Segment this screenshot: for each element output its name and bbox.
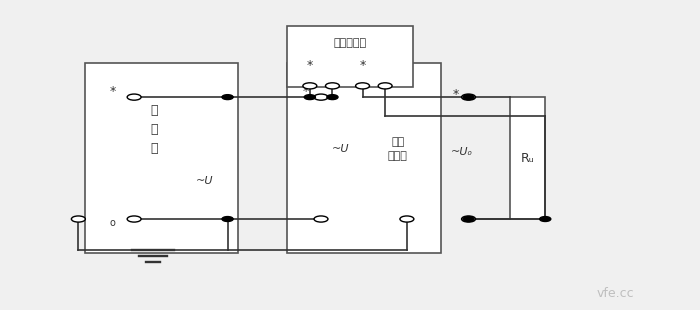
Text: *: * (109, 85, 116, 98)
Circle shape (71, 216, 85, 222)
Text: ~U: ~U (196, 176, 214, 186)
Circle shape (400, 216, 414, 222)
Bar (287, 26, 413, 87)
Text: *: * (453, 87, 459, 100)
Circle shape (540, 217, 551, 221)
Circle shape (127, 216, 141, 222)
Text: ~Uₒ: ~Uₒ (451, 147, 473, 157)
Text: 标准相位计: 标准相位计 (333, 38, 367, 48)
Text: Rᵤ: Rᵤ (521, 152, 535, 165)
Bar (85, 63, 239, 253)
Circle shape (314, 94, 328, 100)
Text: 信
号
源: 信 号 源 (150, 104, 158, 155)
Text: *: * (359, 60, 365, 73)
Circle shape (314, 216, 328, 222)
Circle shape (463, 217, 474, 221)
Text: *: * (302, 85, 309, 98)
Bar (510, 97, 545, 219)
Text: ~U: ~U (332, 144, 350, 153)
Circle shape (304, 95, 316, 100)
Text: *: * (307, 60, 313, 73)
Circle shape (303, 83, 317, 89)
Circle shape (127, 94, 141, 100)
Text: o: o (110, 218, 116, 228)
Circle shape (356, 83, 370, 89)
Circle shape (222, 217, 233, 221)
Circle shape (222, 95, 233, 100)
Circle shape (463, 95, 474, 100)
Circle shape (326, 83, 340, 89)
Circle shape (327, 95, 338, 100)
Circle shape (378, 83, 392, 89)
Text: 电压
变送器: 电压 变送器 (388, 136, 407, 161)
Text: vfe.cc: vfe.cc (596, 287, 634, 300)
Circle shape (461, 94, 475, 100)
Circle shape (461, 216, 475, 222)
Bar (287, 63, 440, 253)
